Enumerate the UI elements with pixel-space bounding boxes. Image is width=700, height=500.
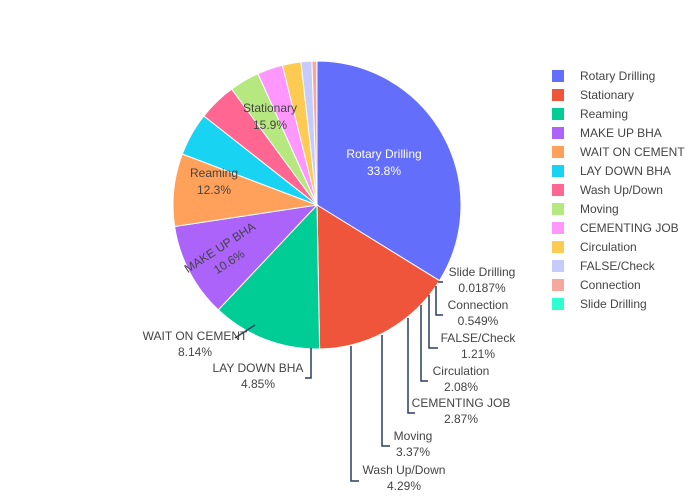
slice-label-cementing-job: CEMENTING JOB <box>412 396 511 410</box>
pie-slice-reaming[interactable] <box>217 203 321 350</box>
legend-label: WAIT ON CEMENT <box>580 144 685 159</box>
legend-label: Connection <box>580 277 641 292</box>
slice-label-rotary-drilling: Rotary Drilling <box>346 147 421 161</box>
slice-percent-false-check: 1.21% <box>461 347 495 361</box>
slice-label-moving: Moving <box>394 429 433 443</box>
leader-line-circulation <box>420 305 428 382</box>
legend-swatch <box>552 69 564 82</box>
slice-percent-cementing-job: 2.87% <box>444 412 478 426</box>
legend-item-reaming[interactable]: Reaming <box>552 104 685 123</box>
legend-item-moving[interactable]: Moving <box>552 199 685 218</box>
leader-line-connection <box>435 286 443 316</box>
slice-percent-stationary: 15.9% <box>253 118 287 132</box>
slice-label-stationary: Stationary <box>243 101 297 115</box>
slice-label-reaming: Reaming <box>190 166 238 180</box>
legend-label: CEMENTING JOB <box>580 220 679 235</box>
legend-item-wait-on-cement[interactable]: WAIT ON CEMENT <box>552 142 685 161</box>
pie-slice-rotary-drilling[interactable] <box>316 60 462 282</box>
slice-percent-moving: 3.37% <box>396 445 430 459</box>
legend-label: Slide Drilling <box>580 296 647 311</box>
legend-swatch <box>552 88 564 101</box>
legend-swatch <box>552 107 564 120</box>
legend-label: Rotary Drilling <box>580 68 656 83</box>
legend-item-cementing-job[interactable]: CEMENTING JOB <box>552 218 685 237</box>
leader-line-wash-up-down <box>350 346 359 482</box>
leader-line-cementing-job <box>407 318 415 414</box>
legend-item-make-up-bha[interactable]: MAKE UP BHA <box>552 123 685 142</box>
legend-swatch <box>552 278 564 291</box>
legend-label: MAKE UP BHA <box>580 125 662 140</box>
slice-percent-rotary-drilling: 33.8% <box>367 164 401 178</box>
legend-swatch <box>552 126 564 139</box>
slice-percent-lay-down-bha: 4.85% <box>241 377 275 391</box>
slice-percent-wait-on-cement: 8.14% <box>178 345 212 359</box>
legend-swatch <box>552 202 564 215</box>
legend-label: Wash Up/Down <box>580 182 663 197</box>
legend-label: Circulation <box>580 239 637 254</box>
legend-label: Moving <box>580 201 619 216</box>
slice-percent-circulation: 2.08% <box>444 380 478 394</box>
leader-line-false-check <box>428 295 438 349</box>
slice-label-wash-up-down: Wash Up/Down <box>363 463 446 477</box>
legend-label: Stationary <box>580 87 635 102</box>
legend-label: FALSE/Check <box>580 258 655 273</box>
legend-item-wash-up-down[interactable]: Wash Up/Down <box>552 180 685 199</box>
pie-slice-stationary[interactable] <box>316 204 441 350</box>
legend-swatch <box>552 240 564 253</box>
legend-swatch <box>552 164 564 177</box>
slice-label-connection: Connection <box>448 298 509 312</box>
slice-percent-reaming: 12.3% <box>197 183 231 197</box>
slice-label-wait-on-cement: WAIT ON CEMENT <box>143 329 248 343</box>
legend-item-slide-drilling[interactable]: Slide Drilling <box>552 294 685 313</box>
legend-item-rotary-drilling[interactable]: Rotary Drilling <box>552 66 685 85</box>
leader-line-wait-on-cement <box>234 324 256 339</box>
legend-swatch <box>552 297 564 310</box>
slice-label-false-check: FALSE/Check <box>441 331 517 345</box>
slice-label-circulation: Circulation <box>433 364 490 378</box>
legend-label: LAY DOWN BHA <box>580 163 671 178</box>
pie-slice-make-up-bha[interactable] <box>174 204 319 311</box>
legend-item-stationary[interactable]: Stationary <box>552 85 685 104</box>
slice-percent-wash-up-down: 4.29% <box>387 479 421 493</box>
legend-swatch <box>552 259 564 272</box>
legend-item-lay-down-bha[interactable]: LAY DOWN BHA <box>552 161 685 180</box>
legend-item-connection[interactable]: Connection <box>552 275 685 294</box>
slice-percent-slide-drilling: 0.0187% <box>458 281 506 295</box>
legend-item-false-check[interactable]: FALSE/Check <box>552 256 685 275</box>
slice-percent-connection: 0.549% <box>458 314 499 328</box>
legend-swatch <box>552 183 564 196</box>
chart-legend: Rotary Drilling Stationary Reaming MAKE UP … <box>552 66 685 313</box>
leader-line-lay-down-bha <box>305 348 312 379</box>
legend-swatch <box>552 221 564 234</box>
leader-line-moving <box>381 335 390 447</box>
legend-swatch <box>552 145 564 158</box>
legend-label: Reaming <box>580 106 629 121</box>
slice-label-lay-down-bha: LAY DOWN BHA <box>213 361 304 375</box>
legend-item-circulation[interactable]: Circulation <box>552 237 685 256</box>
slice-label-slide-drilling: Slide Drilling <box>449 265 516 279</box>
